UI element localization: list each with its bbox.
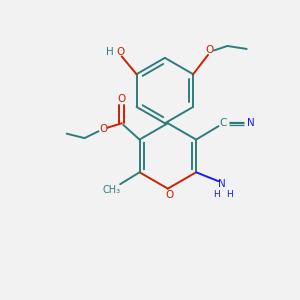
Text: N: N [247,118,255,128]
Text: O: O [116,47,124,57]
Text: O: O [100,124,108,134]
Text: CH₃: CH₃ [102,185,120,195]
Text: O: O [165,190,173,200]
Text: O: O [118,94,126,104]
Text: N: N [218,179,225,189]
Text: O: O [206,45,214,56]
Text: H: H [226,190,232,199]
Text: H: H [213,190,220,199]
Text: C: C [219,118,226,128]
Text: H: H [106,47,114,57]
